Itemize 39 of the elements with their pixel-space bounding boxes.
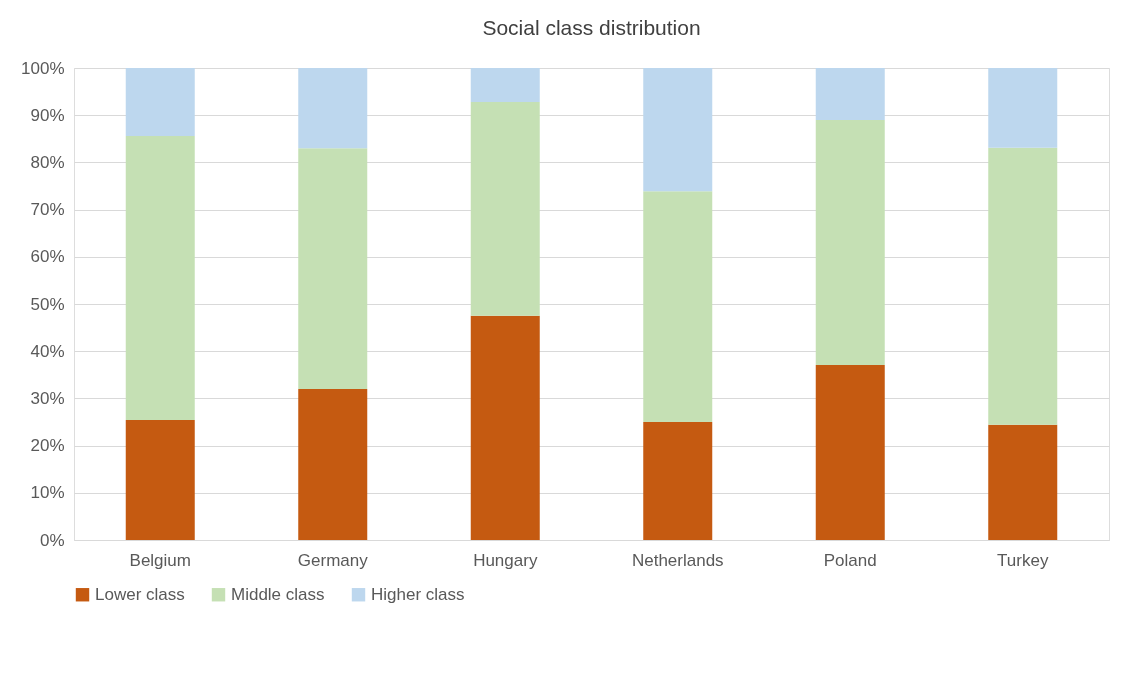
legend-label: Higher class bbox=[371, 584, 465, 604]
bar bbox=[988, 147, 1058, 425]
y-tick-label: 50% bbox=[30, 294, 65, 314]
legend-label: Middle class bbox=[231, 584, 325, 604]
bar bbox=[988, 68, 1058, 148]
bar bbox=[643, 68, 713, 192]
bar bbox=[470, 68, 540, 102]
x-tick-label: Netherlands bbox=[631, 550, 724, 570]
bar bbox=[988, 424, 1058, 540]
bar bbox=[643, 191, 713, 422]
x-tick-label: Belgium bbox=[129, 550, 191, 570]
bar bbox=[815, 68, 885, 120]
x-tick-label: Germany bbox=[297, 550, 369, 570]
y-tick-label: 60% bbox=[30, 247, 65, 267]
y-tick-label: 100% bbox=[21, 58, 65, 78]
y-tick-label: 40% bbox=[30, 341, 65, 361]
bar bbox=[815, 119, 885, 365]
bar bbox=[298, 148, 368, 389]
bar bbox=[643, 422, 713, 540]
x-tick-label: Hungary bbox=[473, 550, 538, 570]
chart-title: Social class distribution bbox=[482, 16, 701, 39]
y-tick-label: 90% bbox=[30, 105, 65, 125]
x-tick-label: Poland bbox=[823, 550, 877, 570]
bar bbox=[470, 101, 540, 316]
y-tick-label: 80% bbox=[30, 152, 65, 172]
bar bbox=[470, 315, 540, 540]
bar bbox=[815, 364, 885, 540]
y-tick-label: 10% bbox=[30, 483, 65, 503]
bar bbox=[125, 135, 195, 421]
y-tick-label: 30% bbox=[30, 388, 65, 408]
x-tick-label: Turkey bbox=[997, 550, 1049, 570]
legend-label: Lower class bbox=[95, 584, 185, 604]
y-tick-label: 20% bbox=[30, 436, 65, 456]
bar bbox=[125, 420, 195, 540]
bar bbox=[298, 388, 368, 540]
bar bbox=[125, 68, 195, 136]
y-tick-label: 70% bbox=[30, 200, 65, 220]
bar bbox=[298, 68, 368, 149]
y-tick-label: 0% bbox=[39, 530, 65, 550]
